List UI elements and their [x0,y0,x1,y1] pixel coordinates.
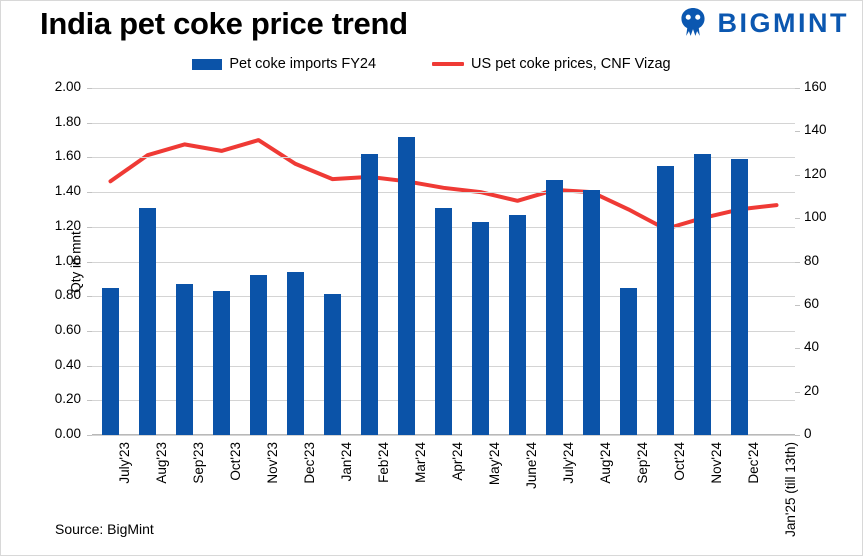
y-axis-right-tick [795,131,800,133]
y-axis-right-label: 40 [804,339,820,355]
legend-label-line: US pet coke prices, CNF Vizag [471,56,671,72]
y-axis-left-label: 1.20 [54,217,81,233]
brand-logo: BIGMINT [676,6,850,40]
y-axis-left-label: 1.80 [54,113,81,129]
x-axis-label: Sep'24 [634,442,650,484]
y-axis-right-label: 80 [804,252,820,268]
bar-feb24 [361,153,378,435]
y-axis-left-label: 0.20 [54,391,81,407]
bar-dec24 [731,159,748,435]
x-axis-label: Aug'24 [597,442,613,484]
legend-swatch-bar-icon [192,58,223,70]
brand-name: BIGMINT [717,7,849,38]
x-axis-label: Jan'24 [338,442,354,482]
y-axis-left-tick [87,192,92,194]
legend-item-line: US pet coke prices, CNF Vizag [432,56,671,72]
y-axis-left-tick [87,88,92,89]
x-axis-label: June'24 [523,442,539,489]
chart-header: India pet coke price trend BIGMINT [0,0,863,48]
x-axis-label: Apr'24 [449,442,465,481]
y-axis-right-label: 100 [804,209,827,225]
x-axis-label: Dec'23 [301,442,317,484]
x-axis-label: July'23 [116,442,132,484]
x-axis-label: Aug'23 [153,442,169,484]
y-axis-right-tick [795,218,800,220]
gridline [92,435,795,436]
bar-sep23 [176,284,193,435]
y-axis-left-label: 1.60 [54,148,81,164]
gridline [92,192,795,194]
y-axis-left-tick [87,365,92,367]
x-axis-label: Mar'24 [412,442,428,483]
bar-oct23 [213,291,230,435]
y-axis-left-tick [87,226,92,228]
bar-oct24 [657,166,674,435]
bar-aug23 [139,207,156,435]
legend-label-bar: Pet coke imports FY24 [229,56,377,72]
bar-nov23 [250,275,267,435]
y-axis-left-label: 0.60 [54,321,81,337]
x-axis-label: Nov'23 [264,442,280,484]
gridline [92,122,795,124]
bar-july23 [102,287,119,435]
y-axis-left-tick [87,296,92,298]
y-axis-right-tick [795,261,800,263]
legend-item-bar: Pet coke imports FY24 [192,56,376,72]
y-axis-left-label: 0.40 [54,356,81,372]
source-note: Source: BigMint [55,521,154,537]
y-axis-left-tick [87,157,92,159]
y-axis-right-label: 160 [804,79,827,94]
bigmint-logo-icon [680,8,705,36]
x-axis-label: Nov'24 [708,442,724,484]
bar-may24 [472,221,489,435]
y-axis-right-tick [795,174,800,176]
y-axis-right-tick [795,88,800,89]
bar-apr24 [435,207,452,435]
gridline [92,157,795,159]
y-axis-left-tick [87,122,92,124]
bar-july24 [546,179,563,435]
y-axis-right-label: 0 [804,426,812,441]
x-axis-label: Oct'24 [671,442,687,481]
x-axis-label: Feb'24 [375,442,391,483]
y-axis-right-tick [795,304,800,306]
x-axis-label: Sep'23 [190,442,206,484]
bar-nov24 [694,153,711,435]
y-axis-left-label: 2.00 [54,79,81,94]
legend-swatch-line-icon [432,62,465,66]
y-axis-right-label: 60 [804,295,820,311]
y-axis-left-label: 1.00 [54,252,81,268]
y-axis-left-tick [87,261,92,263]
x-axis-label: July'24 [560,442,576,484]
y-axis-left-tick [87,435,92,436]
chart-legend: Pet coke imports FY24 US pet coke prices… [0,52,863,76]
bar-aug24 [583,190,600,435]
bar-june24 [509,214,526,435]
y-axis-right-tick [795,391,800,393]
y-axis-right-tick [795,348,800,350]
bar-dec23 [287,271,304,435]
x-axis-label: Oct'23 [227,442,243,481]
x-axis-label: Dec'24 [745,442,761,484]
y-axis-left-label: 0.80 [54,287,81,303]
page-title: India pet coke price trend [40,6,408,41]
x-axis-label: May'24 [486,442,502,486]
y-axis-left-tick [87,400,92,402]
bar-jan24 [324,294,341,435]
y-axis-right-label: 140 [804,122,827,138]
y-axis-right-tick [795,435,800,436]
bar-sep24 [620,287,637,435]
y-axis-right-label: 20 [804,382,820,398]
x-axis-label: Jan'25 (till 13th) [782,442,798,537]
y-axis-left-label: 0.00 [54,426,81,441]
y-axis-left-label: 1.40 [54,183,81,199]
gridline [92,88,795,89]
bar-mar24 [398,136,415,435]
plot-area: Qty in mnt Prices in USD/t, CNF Vizag 0.… [55,79,827,441]
y-axis-right-label: 120 [804,165,827,181]
y-axis-left-tick [87,330,92,332]
